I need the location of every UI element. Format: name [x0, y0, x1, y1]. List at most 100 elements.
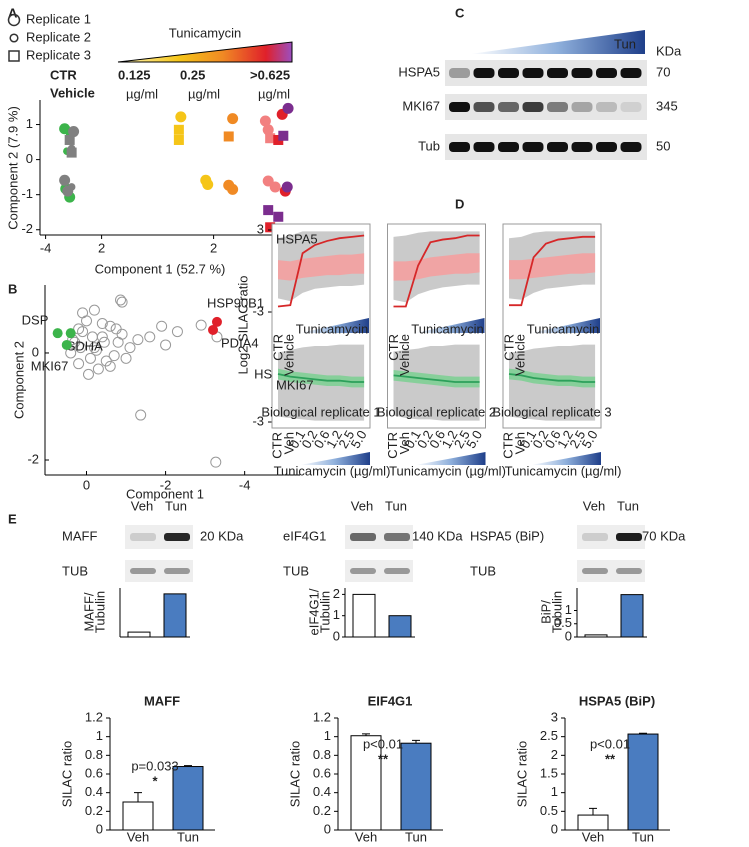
dose-label: 0.25: [180, 67, 205, 82]
bar: [620, 594, 644, 638]
y-tick-label: 1.5: [540, 765, 558, 780]
y-tick-label: 1: [551, 784, 558, 799]
bar: [352, 593, 376, 638]
blot-band: [350, 568, 376, 574]
point: [116, 328, 128, 340]
inset-label: Vehicle: [281, 334, 296, 376]
y-axis-label: MAFF/: [81, 592, 96, 631]
protein-label: Tub: [418, 138, 440, 153]
point-label: PDIA4: [221, 335, 259, 350]
blot-band: [473, 142, 495, 152]
y-tick-label: 0: [26, 151, 33, 166]
cluster-band: [393, 370, 480, 388]
inset-label: Tunicamycin: [296, 321, 368, 336]
protein-label: eIF4G1: [283, 528, 326, 543]
point: [66, 147, 77, 158]
profile-line: [277, 234, 365, 308]
chart-title: MAFF: [144, 693, 180, 708]
point: [160, 339, 172, 351]
error-bar: [184, 765, 192, 767]
y-tick-label: 0.6: [313, 765, 331, 780]
point: [104, 320, 116, 332]
blot-band: [164, 568, 190, 574]
dose-unit: µg/ml: [188, 86, 220, 101]
y-tick-label: 2: [551, 747, 558, 762]
y-tick-label: -3: [252, 413, 264, 428]
point: [104, 360, 116, 372]
protein-label: MKI67: [402, 98, 440, 113]
size-label: 50: [656, 138, 670, 153]
point: [124, 342, 136, 354]
bar: [127, 631, 151, 638]
blot-band: [571, 102, 593, 112]
y-tick-label: 0.2: [85, 803, 103, 818]
y-tick-label: 0.5: [540, 803, 558, 818]
blot-band: [571, 68, 593, 78]
y-axis-label: Log2 SILAC ratio: [235, 275, 250, 374]
point: [115, 294, 127, 306]
point-label: SDHA: [67, 339, 103, 354]
y-axis-label: SILAC ratio: [287, 741, 302, 807]
inset-label: CTR: [501, 334, 516, 361]
y-tick-label: 0: [324, 821, 331, 836]
x-tick-label: 5.0: [579, 428, 601, 451]
point: [77, 307, 89, 319]
bar: [122, 801, 154, 831]
blot-band: [620, 142, 642, 152]
panel-letter: E: [8, 511, 17, 526]
profile-line: [508, 373, 596, 383]
profile-line: [393, 234, 480, 308]
inset-label: Vehicle: [512, 334, 527, 376]
point: [96, 318, 108, 330]
point: [281, 181, 293, 193]
inset-label: Vehicle: [397, 334, 412, 376]
chart-title: HSPA5 (BiP): [579, 693, 655, 708]
y-tick-label: 0.4: [313, 784, 331, 799]
x-axis-label: Tunicamycin (µg/ml): [505, 463, 622, 478]
inset-label: Tunicamycin: [527, 321, 599, 336]
x-axis-label: Component 1: [126, 486, 204, 501]
loading-label: TUB: [283, 563, 309, 578]
blot-band: [473, 68, 495, 78]
error-bar: [589, 807, 597, 816]
y-tick-label: 3: [551, 709, 558, 724]
y-tick-label: -3: [252, 303, 264, 318]
x-tick-label: 0: [83, 477, 90, 492]
x-tick-label: Veh: [397, 432, 412, 454]
blot-band: [130, 568, 156, 574]
treatment-label: Tun: [614, 36, 636, 51]
point: [86, 331, 98, 343]
y-tick-label: 0.5: [554, 615, 572, 630]
profile-line: [509, 235, 596, 307]
y-tick-label: -2: [27, 451, 39, 466]
p-value: p<0.01: [363, 736, 403, 751]
point: [195, 319, 207, 331]
blot-strip: [577, 560, 645, 582]
gradient-label: Tunicamycin: [169, 25, 241, 40]
point: [73, 323, 85, 335]
x-tick-label: -2: [160, 477, 172, 492]
profile-line: [277, 373, 365, 383]
point: [263, 205, 274, 216]
y-tick-label: 0.4: [85, 784, 103, 799]
significance: **: [378, 751, 389, 766]
point: [98, 336, 110, 348]
dose-gradient: [300, 318, 369, 333]
cluster-band: [278, 368, 365, 388]
blot-band: [384, 533, 410, 541]
point: [282, 102, 294, 114]
bar: [163, 593, 187, 638]
treatment-gradient: [470, 30, 645, 54]
blot-band: [522, 142, 544, 152]
x-tick-label: -4: [239, 477, 251, 492]
y-tick-label: 1: [324, 728, 331, 743]
highlight-point: [208, 324, 219, 335]
x-tick-label: CTR: [500, 432, 515, 459]
size-label: 20 KDa: [200, 528, 244, 543]
blot-band: [571, 142, 593, 152]
y-axis-label: eIF4G1/: [306, 588, 321, 635]
size-label: 70: [656, 64, 670, 79]
y-tick-label: 1.2: [85, 709, 103, 724]
point: [92, 363, 104, 375]
blot-band: [620, 68, 642, 78]
